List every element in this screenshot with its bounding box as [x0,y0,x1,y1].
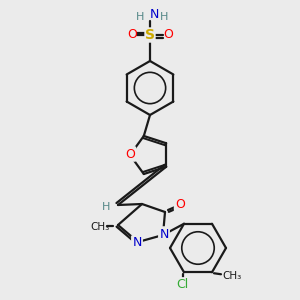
Text: H: H [160,12,168,22]
Text: O: O [175,197,185,211]
Text: CH₃: CH₃ [90,222,110,232]
Text: S: S [145,28,155,42]
Text: H: H [136,12,144,22]
Text: O: O [127,28,137,41]
Text: O: O [125,148,135,160]
Text: Cl: Cl [176,278,188,291]
Text: O: O [163,28,173,41]
Text: N: N [132,236,142,250]
Text: N: N [149,8,159,22]
Text: N: N [159,227,169,241]
Text: H: H [102,202,110,212]
Text: CH₃: CH₃ [222,271,242,281]
